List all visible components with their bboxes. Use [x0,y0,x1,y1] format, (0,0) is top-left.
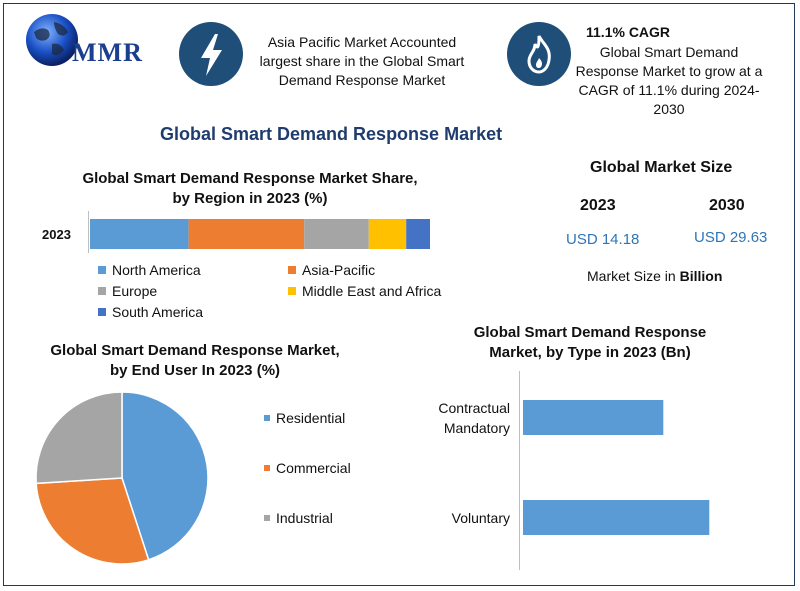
lightning-icon [201,34,222,76]
region-chart-axis [88,211,89,253]
region-legend-item: Europe [98,283,157,299]
year-2030: 2030 [709,197,745,214]
legend-swatch [288,287,296,295]
infographic-frame [3,3,795,586]
type-chart-axis [519,371,520,570]
market-size-unit: Market Size in Billion [587,268,722,284]
legend-label: Commercial [276,460,351,476]
legend-label: Residential [276,410,346,426]
legend-label: Asia-Pacific [302,262,376,278]
pie-legend-item: Commercial [264,460,351,476]
region-chart-category-label: 2023 [42,227,71,242]
region-legend-item: South America [98,304,203,320]
pie-legend-item: Residential [264,410,345,426]
unit-bold: Billion [679,268,723,284]
region-chart-title: Global Smart Demand Response Market Shar… [82,170,418,207]
type-label-contractual: Contractual Mandatory [438,400,510,436]
legend-swatch [98,308,106,316]
globe-logo-icon [26,14,78,66]
region-segment-europe [304,219,369,249]
pie-slice-commercial [35,477,150,565]
legend-swatch [264,415,270,421]
logo-text: MMR [72,38,143,67]
unit-prefix: Market Size in [587,268,680,284]
value-2023: USD 14.18 [566,231,640,248]
region-segment-south-america [406,219,430,249]
region-stacked-bar [90,219,430,249]
main-title: Global Smart Demand Response Market [160,124,503,144]
pie-slice-residential [121,391,209,561]
region-segment-middle-east-and-africa [368,219,407,249]
type-bar-voluntary [523,500,710,535]
type-label-voluntary: Voluntary [451,510,510,526]
flame-badge [507,22,571,86]
legend-swatch [98,287,106,295]
region-segment-north-america [90,219,189,249]
pie-legend-item: Industrial [264,510,333,526]
legend-label: Middle East and Africa [302,283,442,299]
legend-label: North America [112,262,201,278]
legend-swatch [98,266,106,274]
legend-swatch [264,465,270,471]
market-size-title: Global Market Size [590,159,733,176]
end-user-chart-title: Global Smart Demand Response Market, by … [50,342,340,379]
legend-swatch [264,515,270,521]
pie-slice-industrial [35,391,123,485]
asia-pacific-note: Asia Pacific Market Accounted largest sh… [259,34,465,88]
end-user-pie [35,391,209,565]
value-2030: USD 29.63 [694,229,768,246]
region-legend-item: Middle East and Africa [288,283,441,299]
type-bar-contractual-mandatory [523,400,664,435]
region-legend-item: Asia-Pacific [288,262,375,278]
flame-icon [527,35,551,74]
type-chart-title: Global Smart Demand Response Market, by … [473,324,707,361]
legend-swatch [288,266,296,274]
type-bars [523,400,710,535]
cagr-title: 11.1% CAGR [586,24,671,40]
end-user-legend: Residential Commercial Industrial [264,410,404,540]
region-segment-asia-pacific [188,219,305,249]
legend-label: Europe [112,283,158,299]
cagr-note: Global Smart Demand Response Market to g… [575,44,763,117]
year-2023: 2023 [580,197,616,214]
region-legend: North America Asia-Pacific Europe Middle Ea… [98,262,498,324]
legend-label: Industrial [276,510,333,526]
region-legend-item: North America [98,262,201,278]
legend-label: South America [112,304,204,320]
